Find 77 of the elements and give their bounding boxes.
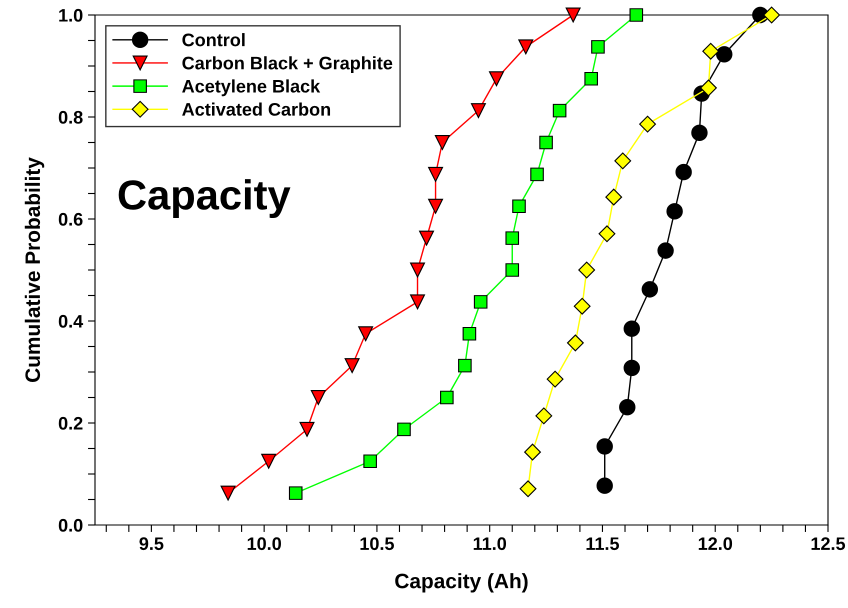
point	[642, 281, 658, 298]
legend-label: Carbon Black + Graphite	[182, 56, 392, 74]
point	[598, 225, 616, 242]
point	[578, 262, 596, 278]
x-tick-label: 11.0	[474, 537, 506, 550]
point	[675, 164, 692, 180]
x-tick-label: 12.0	[698, 537, 732, 550]
point	[624, 320, 640, 337]
point	[220, 486, 236, 501]
point	[261, 454, 276, 469]
point	[288, 486, 303, 500]
point	[410, 294, 426, 310]
point	[596, 438, 613, 455]
point	[574, 298, 591, 315]
x-tick-label: 12.5	[812, 537, 846, 550]
point	[691, 124, 708, 142]
point	[535, 407, 552, 424]
x-tick-label: 10.0	[248, 537, 281, 550]
y-tick-label: 1.0	[59, 8, 82, 22]
point	[474, 295, 488, 309]
point	[300, 422, 315, 437]
point	[591, 40, 605, 54]
x-tick-label: 11.5	[586, 537, 620, 550]
point	[488, 71, 504, 86]
y-tick-label: 0.4	[58, 314, 84, 328]
point	[596, 478, 613, 494]
y-axis-title: Cumulative Probability	[24, 157, 44, 382]
point	[518, 39, 534, 54]
point	[428, 166, 444, 182]
point	[624, 360, 640, 376]
point	[344, 358, 360, 374]
legend-label: Control	[182, 33, 245, 46]
point	[584, 72, 598, 86]
x-axis-title: Capacity (Ah)	[395, 573, 528, 592]
point	[702, 42, 720, 60]
point	[657, 242, 674, 259]
point	[639, 116, 656, 133]
y-tick-label: 0.6	[58, 212, 83, 226]
legend-label: Activated Carbon	[182, 102, 330, 116]
point	[666, 203, 683, 220]
point	[397, 422, 411, 436]
point	[530, 168, 544, 182]
y-tick-label: 0.8	[58, 110, 83, 124]
point	[310, 390, 326, 405]
point	[440, 390, 454, 404]
point	[614, 152, 632, 170]
point	[539, 136, 553, 150]
point	[763, 6, 780, 24]
point	[605, 188, 622, 206]
point	[716, 46, 732, 62]
point	[505, 231, 520, 245]
point	[470, 103, 486, 118]
point	[462, 326, 476, 341]
point	[419, 230, 434, 246]
point	[458, 358, 472, 372]
point	[566, 334, 584, 352]
y-tick-label: 0.2	[58, 416, 82, 430]
legend-label: Acetylene Black	[182, 79, 320, 96]
point	[520, 480, 536, 498]
point	[410, 262, 426, 278]
point	[566, 8, 581, 22]
point	[546, 370, 564, 388]
point	[358, 326, 374, 342]
point	[552, 104, 566, 118]
x-tick-label: 10.5	[360, 537, 394, 550]
point	[524, 444, 541, 460]
point	[700, 80, 717, 96]
point	[505, 263, 520, 277]
point	[363, 454, 377, 468]
point	[428, 198, 444, 214]
point	[629, 8, 644, 22]
x-tick-label: 9.5	[139, 537, 164, 550]
annotation: Capacity	[118, 179, 290, 218]
point	[619, 398, 636, 416]
y-tick-label: 0.0	[58, 518, 82, 532]
point	[434, 135, 450, 150]
point	[512, 199, 526, 214]
